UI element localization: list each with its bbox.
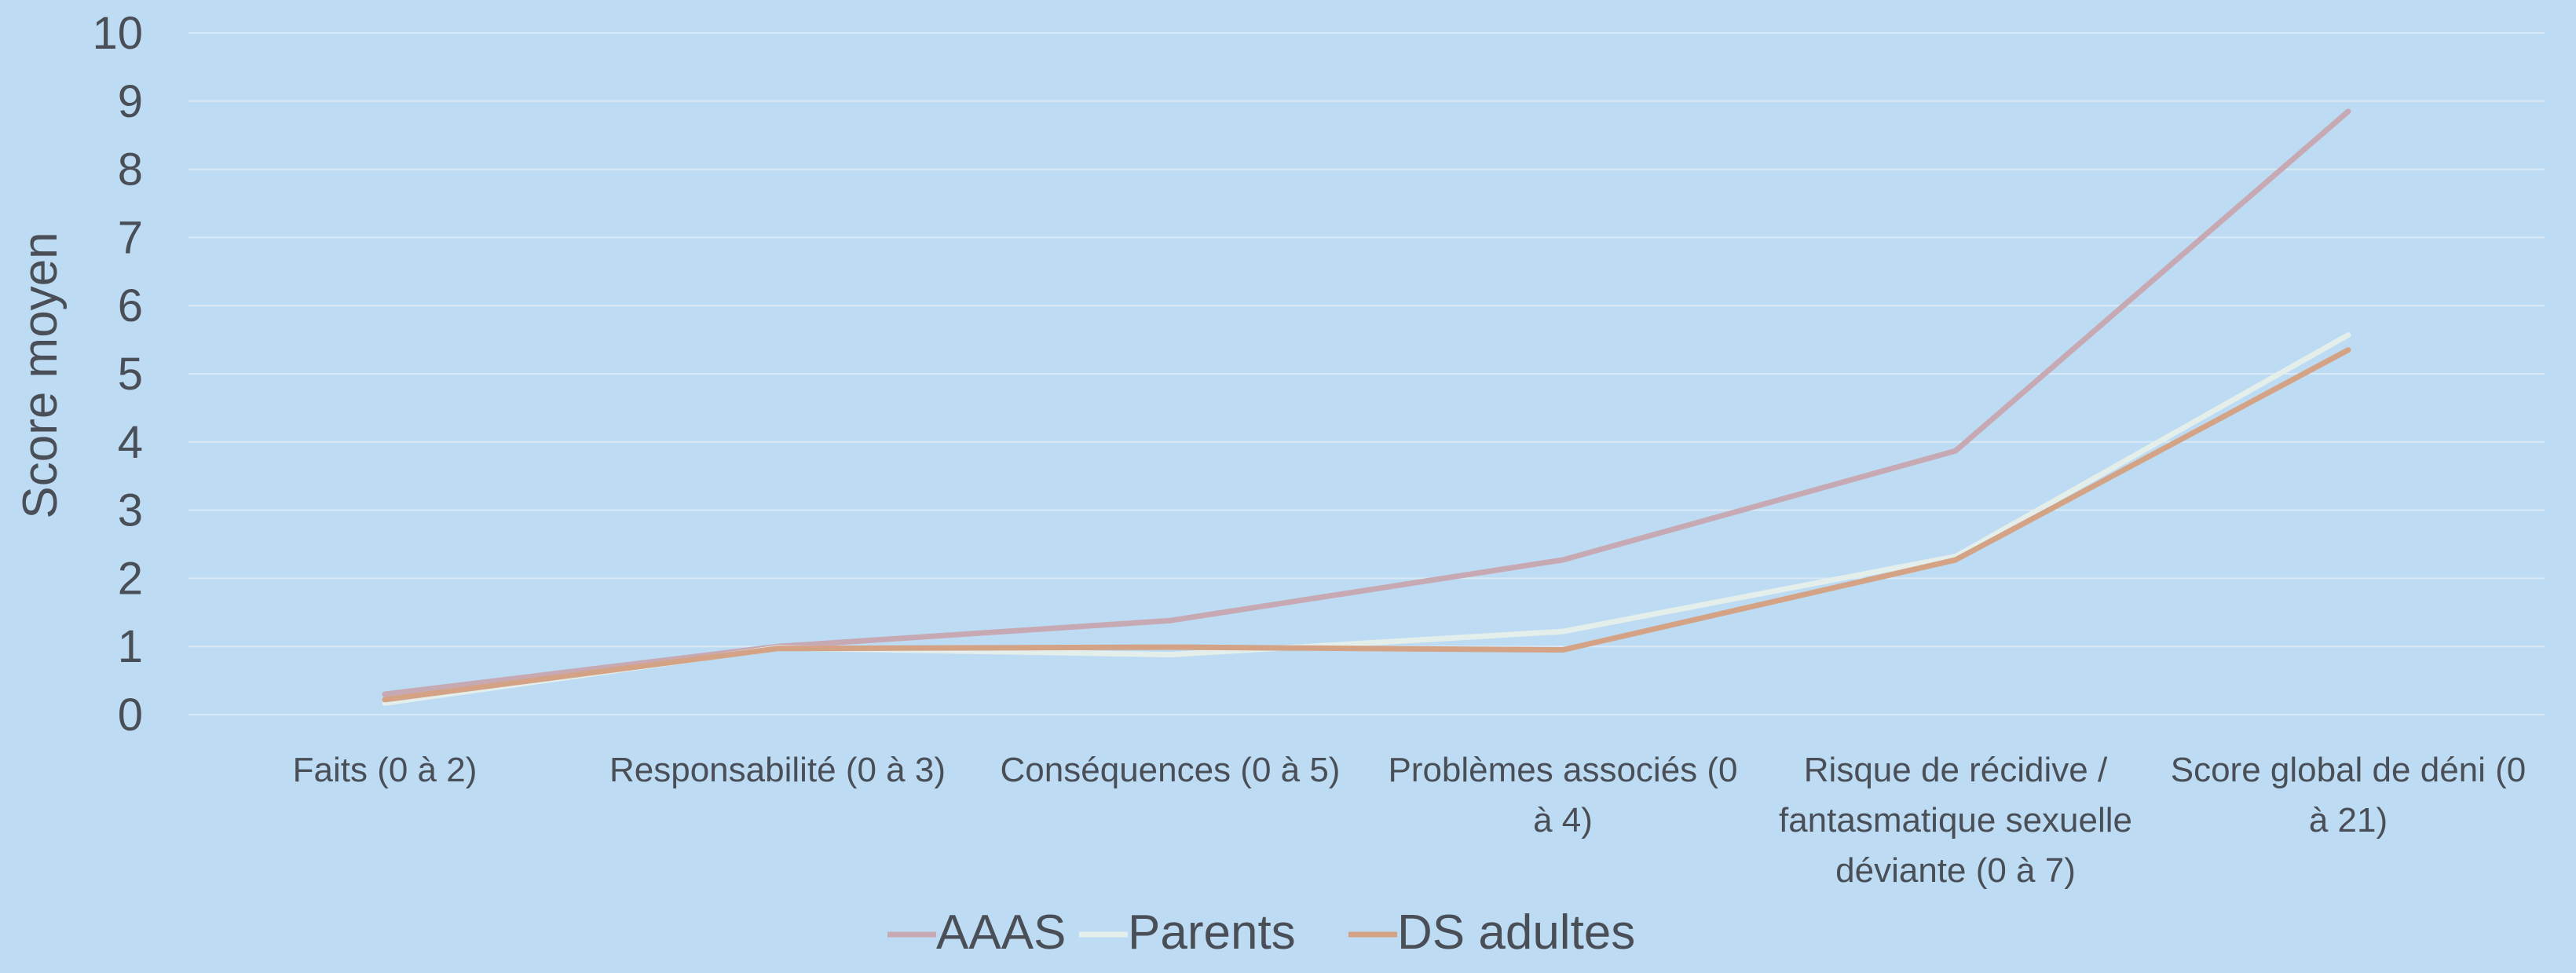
data-point xyxy=(1168,618,1173,624)
x-tick-label-line: Risque de récidive / xyxy=(1804,751,2108,789)
x-tick-label: Conséquences (0 à 5) xyxy=(1001,751,1341,789)
y-tick-label: 4 xyxy=(118,417,143,468)
y-axis-label: Score moyen xyxy=(13,232,68,518)
data-point xyxy=(382,691,387,697)
data-point xyxy=(382,697,387,702)
x-tick-label: Responsabilité (0 à 3) xyxy=(609,751,946,789)
data-point xyxy=(2346,332,2351,338)
legend-label: AAAS xyxy=(936,905,1066,960)
legend-label: Parents xyxy=(1128,905,1296,960)
x-tick-label-line: à 21) xyxy=(2309,801,2388,839)
x-tick-label-line: fantasmatique sexuelle xyxy=(1779,801,2132,839)
x-tick-label-line: Faits (0 à 2) xyxy=(293,751,478,789)
legend-item: AAAS xyxy=(887,905,1066,960)
y-axis-ticks: 0 1 2 3 4 5 6 7 8 9 10 xyxy=(92,8,143,741)
y-tick-label: 3 xyxy=(118,485,143,536)
legend-label: DS adultes xyxy=(1397,905,1635,960)
data-point xyxy=(2346,108,2351,114)
y-tick-label: 5 xyxy=(118,349,143,400)
y-tick-label: 7 xyxy=(118,212,143,263)
legend: AAAS Parents DS adultes xyxy=(887,905,1635,960)
data-point xyxy=(775,646,780,651)
grid-lines xyxy=(188,32,2545,715)
x-tick-label: Faits (0 à 2) xyxy=(293,751,478,789)
legend-item: Parents xyxy=(1079,905,1296,960)
y-tick-label: 2 xyxy=(118,553,143,604)
data-point xyxy=(1561,629,1565,635)
x-tick-label-line: Score global de déni (0 xyxy=(2171,751,2527,789)
x-axis-ticks: Faits (0 à 2) Responsabilité (0 à 3) Consé… xyxy=(293,751,2527,890)
y-tick-label: 1 xyxy=(118,621,143,672)
x-tick-label-line: Conséquences (0 à 5) xyxy=(1001,751,1341,789)
x-tick-label: Risque de récidive / fantasmatique sexuel… xyxy=(1779,751,2132,890)
series-line-ds-adultes xyxy=(382,347,2351,703)
series-lines xyxy=(382,108,2351,706)
data-point xyxy=(1953,557,1958,562)
data-point xyxy=(1561,557,1565,562)
y-tick-label: 10 xyxy=(92,8,143,59)
y-tick-label: 0 xyxy=(118,690,143,741)
data-point xyxy=(1168,652,1173,657)
y-tick-label: 9 xyxy=(118,76,143,127)
x-tick-label-line: Responsabilité (0 à 3) xyxy=(609,751,946,789)
data-point xyxy=(2346,347,2351,353)
x-tick-label: Problèmes associés (0 à 4) xyxy=(1388,751,1737,839)
y-tick-label: 6 xyxy=(118,280,143,331)
legend-item: DS adultes xyxy=(1348,905,1635,960)
x-tick-label-line: à 4) xyxy=(1533,801,1593,839)
y-tick-label: 8 xyxy=(118,144,143,196)
series-line-aaas xyxy=(382,108,2351,697)
x-tick-label-line: Problèmes associés (0 xyxy=(1388,751,1737,789)
x-tick-label: Score global de déni (0 à 21) xyxy=(2171,751,2527,839)
x-tick-label-line: déviante (0 à 7) xyxy=(1835,851,2076,890)
data-point xyxy=(1561,647,1565,653)
data-point xyxy=(1168,645,1173,650)
data-point xyxy=(1953,448,1958,454)
